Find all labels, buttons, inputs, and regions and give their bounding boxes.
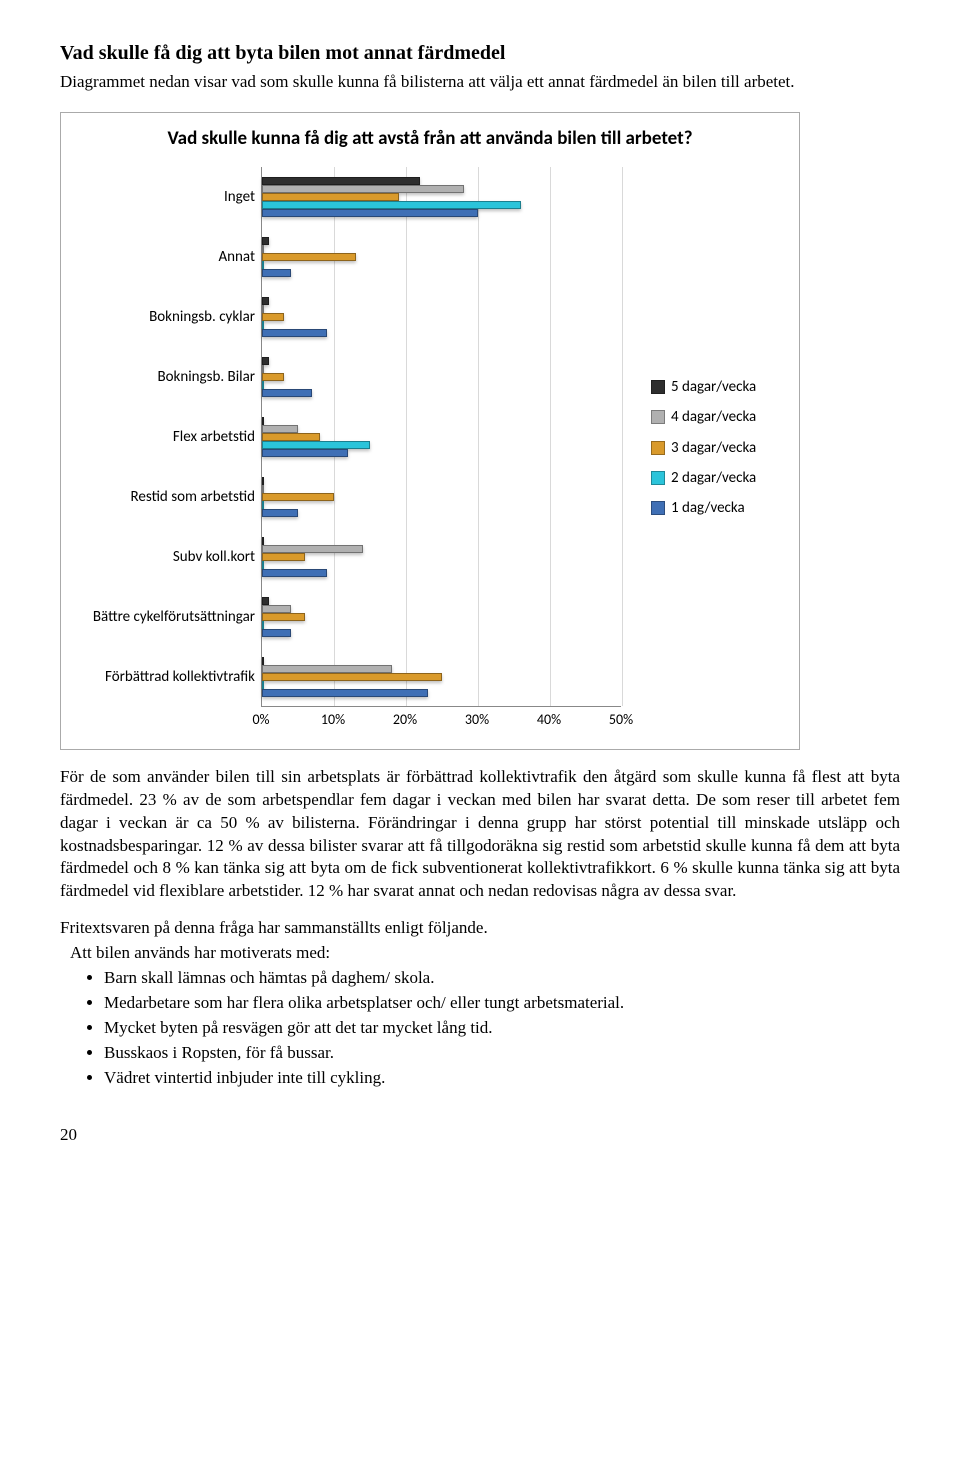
chart-category-label: Bokningsb. cyklar bbox=[71, 287, 261, 347]
legend-label: 5 dagar/vecka bbox=[671, 377, 756, 397]
chart-y-labels: IngetAnnatBokningsb. cyklarBokningsb. Bi… bbox=[71, 167, 261, 729]
legend-item: 5 dagar/vecka bbox=[651, 377, 789, 397]
legend-swatch bbox=[651, 501, 665, 515]
chart-bar bbox=[262, 537, 264, 545]
page-number: 20 bbox=[60, 1124, 900, 1147]
chart-category-label: Subv koll.kort bbox=[71, 527, 261, 587]
chart-bar bbox=[262, 297, 269, 305]
chart-bar bbox=[262, 365, 264, 373]
chart-bar bbox=[262, 545, 363, 553]
chart-bar bbox=[262, 657, 264, 665]
chart-bar bbox=[262, 433, 320, 441]
chart-bar bbox=[262, 605, 291, 613]
chart-bar bbox=[262, 553, 305, 561]
list-item: Vädret vintertid inbjuder inte till cykl… bbox=[104, 1067, 900, 1090]
chart-x-tick: 20% bbox=[393, 711, 417, 730]
chart-bar bbox=[262, 425, 298, 433]
bullet-list: Barn skall lämnas och hämtas på daghem/ … bbox=[104, 967, 900, 1090]
list-item: Busskaos i Ropsten, för få bussar. bbox=[104, 1042, 900, 1065]
chart-bar bbox=[262, 477, 264, 485]
list-item: Mycket byten på resvägen gör att det tar… bbox=[104, 1017, 900, 1040]
subheading-1: Fritextsvaren på denna fråga har sammans… bbox=[60, 917, 900, 940]
chart-x-tick: 0% bbox=[252, 711, 269, 730]
chart-bar bbox=[262, 665, 392, 673]
chart-x-tick: 30% bbox=[465, 711, 489, 730]
list-item: Medarbetare som har flera olika arbetspl… bbox=[104, 992, 900, 1015]
legend-label: 3 dagar/vecka bbox=[671, 438, 756, 458]
chart-bar bbox=[262, 185, 464, 193]
chart-category-label: Bättre cykelförutsättningar bbox=[71, 587, 261, 647]
chart-bar bbox=[262, 193, 399, 201]
chart-legend: 5 dagar/vecka 4 dagar/vecka 3 dagar/vecka 2… bbox=[639, 167, 789, 729]
chart-bar bbox=[262, 201, 521, 209]
chart-bar bbox=[262, 441, 370, 449]
list-item: Barn skall lämnas och hämtas på daghem/ … bbox=[104, 967, 900, 990]
chart-bar bbox=[262, 261, 264, 269]
chart-bar bbox=[262, 681, 264, 689]
chart-bar bbox=[262, 485, 264, 493]
chart-bar bbox=[262, 321, 264, 329]
legend-item: 3 dagar/vecka bbox=[651, 438, 789, 458]
page-heading: Vad skulle få dig att byta bilen mot ann… bbox=[60, 40, 900, 67]
legend-label: 1 dag/vecka bbox=[671, 498, 745, 518]
legend-label: 2 dagar/vecka bbox=[671, 468, 756, 488]
chart-category-label: Förbättrad kollektivtrafik bbox=[71, 647, 261, 707]
chart-bar bbox=[262, 613, 305, 621]
legend-label: 4 dagar/vecka bbox=[671, 407, 756, 427]
chart-container: Vad skulle kunna få dig att avstå från a… bbox=[60, 112, 800, 750]
chart-bar bbox=[262, 449, 348, 457]
subheading-2: Att bilen används har motiverats med: bbox=[70, 942, 900, 965]
chart-bar bbox=[262, 561, 264, 569]
chart-bar bbox=[262, 621, 264, 629]
chart-bar bbox=[262, 209, 478, 217]
chart-bar bbox=[262, 245, 264, 253]
chart-x-tick: 10% bbox=[321, 711, 345, 730]
chart-bar bbox=[262, 237, 269, 245]
legend-swatch bbox=[651, 471, 665, 485]
legend-swatch bbox=[651, 441, 665, 455]
chart-bar bbox=[262, 509, 298, 517]
chart-bar bbox=[262, 569, 327, 577]
chart-x-tick: 50% bbox=[609, 711, 633, 730]
chart-x-tick: 40% bbox=[537, 711, 561, 730]
chart-bar bbox=[262, 629, 291, 637]
chart-bar bbox=[262, 313, 284, 321]
chart-bar bbox=[262, 381, 264, 389]
chart-bar bbox=[262, 689, 428, 697]
legend-swatch bbox=[651, 410, 665, 424]
chart-bar bbox=[262, 373, 284, 381]
analysis-paragraph: För de som använder bilen till sin arbet… bbox=[60, 766, 900, 904]
chart-bar bbox=[262, 177, 420, 185]
chart-plot-area bbox=[261, 167, 621, 707]
chart-x-axis: 0%10%20%30%40%50% bbox=[261, 711, 621, 729]
chart-bar bbox=[262, 673, 442, 681]
legend-swatch bbox=[651, 380, 665, 394]
chart-category-label: Restid som arbetstid bbox=[71, 467, 261, 527]
legend-item: 1 dag/vecka bbox=[651, 498, 789, 518]
chart-bar bbox=[262, 389, 312, 397]
legend-item: 4 dagar/vecka bbox=[651, 407, 789, 427]
chart-category-label: Annat bbox=[71, 227, 261, 287]
intro-paragraph: Diagrammet nedan visar vad som skulle ku… bbox=[60, 71, 900, 94]
chart-bar bbox=[262, 269, 291, 277]
legend-item: 2 dagar/vecka bbox=[651, 468, 789, 488]
chart-bar bbox=[262, 329, 327, 337]
chart-bar bbox=[262, 597, 269, 605]
chart-bar bbox=[262, 305, 264, 313]
chart-bar bbox=[262, 357, 269, 365]
chart-category-label: Inget bbox=[71, 167, 261, 227]
chart-bar bbox=[262, 493, 334, 501]
chart-bar bbox=[262, 253, 356, 261]
chart-bar bbox=[262, 501, 264, 509]
chart-title: Vad skulle kunna få dig att avstå från a… bbox=[151, 127, 709, 151]
chart-bar bbox=[262, 417, 264, 425]
chart-category-label: Bokningsb. Bilar bbox=[71, 347, 261, 407]
chart-category-label: Flex arbetstid bbox=[71, 407, 261, 467]
